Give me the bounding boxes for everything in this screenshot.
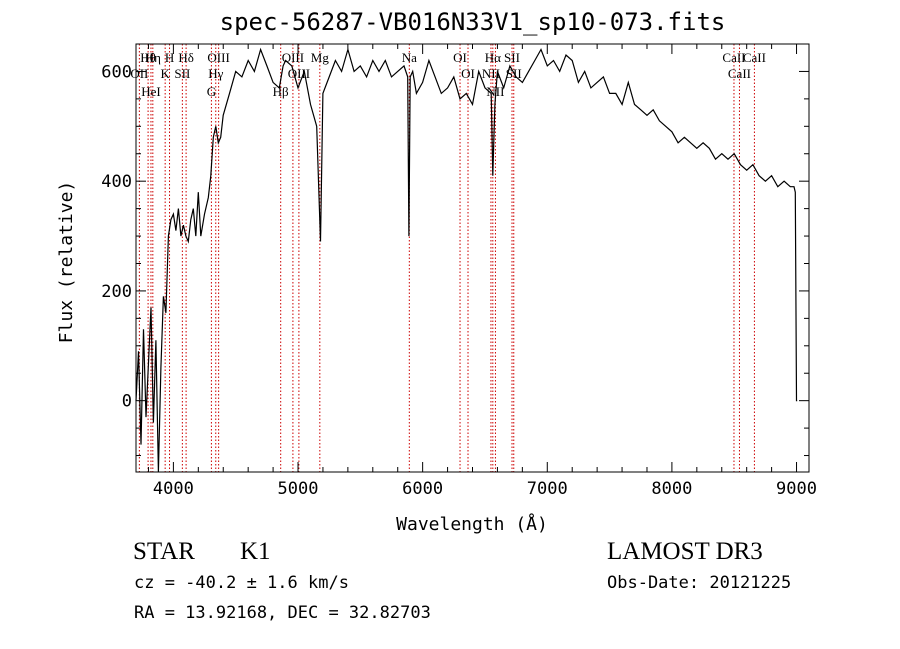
survey-name: LAMOST DR3: [607, 538, 763, 565]
x-tick-label: 7000: [527, 479, 568, 499]
line-marker-label: HeI: [141, 84, 161, 99]
y-tick-label: 0: [122, 392, 132, 412]
object-class: STAR: [133, 538, 195, 565]
y-tick-label: 200: [101, 282, 132, 302]
line-marker-label: G: [207, 84, 216, 99]
line-marker-label: OIII: [207, 50, 229, 65]
x-tick-label: 4000: [153, 479, 194, 499]
line-marker-label: Hθ: [140, 50, 156, 65]
coordinates-text: RA = 13.92168, DEC = 32.82703: [134, 603, 431, 623]
line-marker-label: OI: [453, 50, 467, 65]
object-subclass: K1: [240, 538, 271, 565]
line-marker-label: OIII: [288, 66, 310, 81]
line-marker-label: CaII: [743, 50, 766, 65]
x-tick-label: 8000: [651, 479, 692, 499]
line-marker-label: SII: [504, 50, 520, 65]
y-tick-label: 400: [101, 172, 132, 192]
line-marker-label: Hδ: [178, 50, 194, 65]
spectrum-line: [135, 47, 798, 473]
line-marker-label: Hα: [485, 50, 501, 65]
line-marker-label: Hη: [145, 50, 161, 65]
chart-title: spec-56287-VB016N33V1_sp10-073.fits: [219, 8, 726, 36]
x-axis-label: Wavelength (Å): [396, 513, 548, 535]
y-tick-label: 600: [101, 62, 132, 82]
line-marker-label: CaII: [728, 66, 751, 81]
x-axis-ticks: 4000 5000 6000 7000 8000 9000: [147, 44, 817, 499]
line-marker-label: Na: [402, 50, 417, 65]
line-marker-label: OI: [461, 66, 475, 81]
y-axis-label: Flux (relative): [56, 181, 77, 344]
line-markers: [138, 44, 755, 472]
line-marker-label: SII: [174, 66, 190, 81]
x-tick-label: 5000: [278, 479, 319, 499]
line-marker-label: NII: [482, 66, 500, 81]
line-marker-label: H: [165, 50, 174, 65]
line-marker-label: Hβ: [273, 84, 289, 99]
line-marker-label: Hγ: [208, 66, 223, 81]
x-tick-label: 6000: [402, 479, 443, 499]
plot-frame: [135, 43, 810, 473]
line-marker-label: CaII: [722, 50, 745, 65]
obs-date-text: Obs-Date: 20121225: [607, 573, 792, 593]
line-marker-label: Mg: [311, 50, 330, 65]
line-marker-label: OII: [130, 66, 148, 81]
y-axis-ticks: 0 200 400 600: [101, 43, 809, 457]
line-marker-label: K: [160, 66, 170, 81]
x-tick-label: 9000: [776, 479, 817, 499]
redshift-text: cz = -40.2 ± 1.6 km/s: [134, 573, 349, 593]
